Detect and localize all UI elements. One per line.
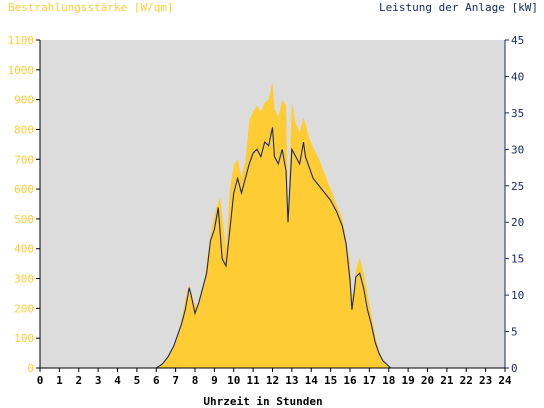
x-tick-label: 8 xyxy=(192,374,199,387)
x-tick-label: 14 xyxy=(305,374,319,387)
x-tick-label: 9 xyxy=(211,374,218,387)
x-tick-label: 13 xyxy=(285,374,298,387)
right-tick-label: 45 xyxy=(511,34,524,47)
left-tick-label: 400 xyxy=(14,243,34,256)
x-tick-label: 17 xyxy=(363,374,376,387)
right-tick-label: 15 xyxy=(511,253,524,266)
x-tick-label: 11 xyxy=(247,374,261,387)
x-tick-label: 5 xyxy=(134,374,141,387)
x-tick-label: 19 xyxy=(402,374,415,387)
right-tick-label: 0 xyxy=(511,362,518,375)
x-tick-label: 0 xyxy=(37,374,44,387)
x-tick-label: 3 xyxy=(95,374,102,387)
x-tick-label: 7 xyxy=(172,374,179,387)
x-tick-label: 2 xyxy=(75,374,82,387)
right-tick-label: 40 xyxy=(511,70,524,83)
x-tick-label: 1 xyxy=(56,374,63,387)
x-tick-label: 22 xyxy=(460,374,473,387)
left-tick-label: 600 xyxy=(14,183,34,196)
right-tick-label: 5 xyxy=(511,326,518,339)
x-tick-label: 10 xyxy=(227,374,240,387)
left-tick-label: 500 xyxy=(14,213,34,226)
left-tick-label: 800 xyxy=(14,123,34,136)
x-tick-label: 23 xyxy=(479,374,492,387)
right-tick-label: 25 xyxy=(511,180,524,193)
x-tick-label: 20 xyxy=(421,374,434,387)
x-tick-label: 15 xyxy=(324,374,337,387)
left-tick-label: 100 xyxy=(14,332,34,345)
right-tick-label: 30 xyxy=(511,143,524,156)
x-tick-label: 12 xyxy=(266,374,279,387)
x-axis-title: Uhrzeit in Stunden xyxy=(203,395,322,408)
right-tick-label: 35 xyxy=(511,107,524,120)
left-tick-label: 1000 xyxy=(8,64,35,77)
irradiance-area xyxy=(40,81,505,368)
left-tick-label: 1100 xyxy=(8,34,35,47)
power-line xyxy=(40,127,505,369)
left-axis-title: Bestrahlungsstärke [W/qm] xyxy=(8,1,174,14)
x-tick-label: 24 xyxy=(498,374,512,387)
right-tick-label: 10 xyxy=(511,289,524,302)
right-tick-label: 20 xyxy=(511,216,524,229)
x-tick-label: 21 xyxy=(440,374,454,387)
left-tick-label: 700 xyxy=(14,153,34,166)
x-tick-label: 6 xyxy=(153,374,160,387)
x-tick-label: 18 xyxy=(382,374,395,387)
right-axis-title: Leistung der Anlage [kW] xyxy=(379,1,538,14)
x-tick-label: 4 xyxy=(114,374,121,387)
left-tick-label: 0 xyxy=(27,362,34,375)
x-tick-label: 16 xyxy=(343,374,357,387)
left-tick-label: 900 xyxy=(14,94,34,107)
left-tick-label: 300 xyxy=(14,273,34,286)
left-tick-label: 200 xyxy=(14,302,34,315)
